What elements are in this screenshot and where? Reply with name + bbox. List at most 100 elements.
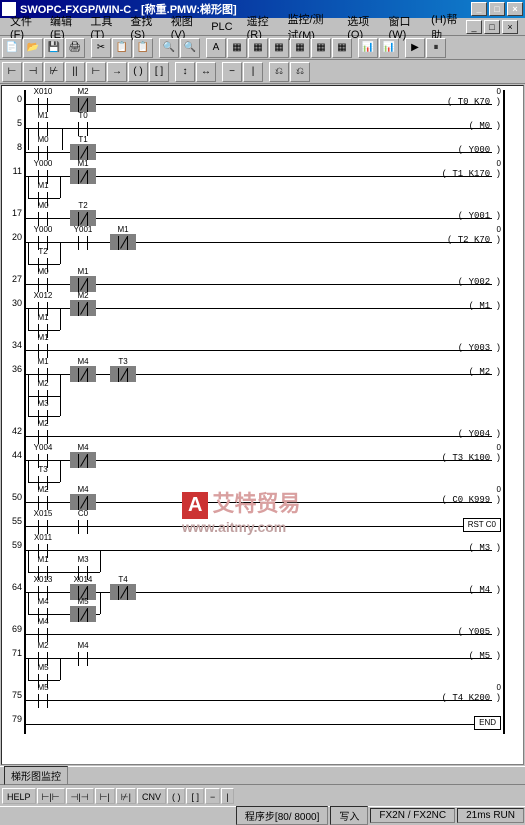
mdi-close-button[interactable]: ×	[502, 20, 518, 34]
toolbar-button[interactable]: 📄	[2, 38, 22, 58]
toolbar-button[interactable]: A	[206, 38, 226, 58]
toolbar-button[interactable]: 🔍	[180, 38, 200, 58]
minimize-button[interactable]: _	[471, 2, 487, 16]
output-coil[interactable]: ( Y003 )	[458, 342, 501, 353]
contact-nc[interactable]: T3	[110, 366, 136, 382]
contact-no[interactable]: M2	[30, 494, 56, 510]
output-coil[interactable]: ( M2 )	[469, 366, 501, 377]
output-coil[interactable]: 0( C0 K999 )	[442, 494, 501, 505]
toolbar-button[interactable]: ⊢	[2, 62, 22, 82]
contact-no[interactable]: T0	[70, 120, 96, 136]
contact-nc[interactable]: T1	[70, 144, 96, 160]
toolbar-button[interactable]: →	[107, 62, 127, 82]
output-coil[interactable]: ( M0 )	[469, 120, 501, 131]
toolbar-button[interactable]: ⊬	[44, 62, 64, 82]
output-coil[interactable]: 0( T1 K170 )	[442, 168, 501, 179]
instruction-box[interactable]: RST C0	[463, 518, 501, 532]
contact-no[interactable]: M0	[30, 144, 56, 160]
output-coil[interactable]: 0( T2 K70 )	[447, 234, 501, 245]
contact-no[interactable]: M1	[30, 120, 56, 136]
contact-no[interactable]: X015	[30, 518, 56, 534]
output-coil[interactable]: 0( T3 K100 )	[442, 452, 501, 463]
output-coil[interactable]: ( Y000 )	[458, 144, 501, 155]
contact-no[interactable]: M4	[30, 626, 56, 642]
toolbar-button[interactable]: 🔍	[159, 38, 179, 58]
toolbar-button[interactable]: ▦	[311, 38, 331, 58]
toolbar-button[interactable]: ▶	[405, 38, 425, 58]
mdi-max-button[interactable]: □	[484, 20, 500, 34]
contact-nc[interactable]: M4	[70, 452, 96, 468]
toolbar-button[interactable]: 📋	[112, 38, 132, 58]
contact-no[interactable]: M5	[30, 692, 56, 708]
output-coil[interactable]: 0( T4 K200 )	[442, 692, 501, 703]
output-coil[interactable]: ( Y005 )	[458, 626, 501, 637]
toolbar-button[interactable]: |	[243, 62, 263, 82]
toolbar-button[interactable]: ↕	[175, 62, 195, 82]
toolbar-button[interactable]: ▦	[332, 38, 352, 58]
contact-nc[interactable]: T4	[110, 584, 136, 600]
contact-nc[interactable]: M1	[70, 276, 96, 292]
output-coil[interactable]: ( M1 )	[469, 300, 501, 311]
toolbar-button[interactable]: ||	[65, 62, 85, 82]
toolbar-button[interactable]: 📂	[23, 38, 43, 58]
output-coil[interactable]: 0( T0 K70 )	[447, 96, 501, 107]
contact-nc[interactable]: M4	[70, 366, 96, 382]
toolbar-button[interactable]: ⎌	[269, 62, 289, 82]
contact-nc[interactable]: M1	[110, 234, 136, 250]
toolbar-button[interactable]: ▦	[248, 38, 268, 58]
toolbar-button[interactable]: ⎌	[290, 62, 310, 82]
ladder-rung[interactable]: 59X011M1M3( M3 )	[2, 536, 523, 578]
mdi-min-button[interactable]: _	[466, 20, 482, 34]
ladder-rung[interactable]: 79END	[2, 710, 523, 734]
close-button[interactable]: ×	[507, 2, 523, 16]
output-coil[interactable]: ( Y002 )	[458, 276, 501, 287]
contact-nc[interactable]: T2	[70, 210, 96, 226]
ladder-rung[interactable]: 75M50( T4 K200 )	[2, 686, 523, 710]
contact-no[interactable]: X010	[30, 96, 56, 112]
output-coil[interactable]: ( M3 )	[469, 542, 501, 553]
output-coil[interactable]: ( M5 )	[469, 650, 501, 661]
toolbar-button[interactable]: ( )	[128, 62, 148, 82]
ladder-rung[interactable]: 11Y000M1M10( T1 K170 )	[2, 162, 523, 204]
toolbar-button[interactable]: ⊣	[23, 62, 43, 82]
toolbar-button[interactable]: ↔	[196, 62, 216, 82]
contact-no[interactable]: M4	[70, 650, 96, 666]
menu-item[interactable]: PLC	[205, 20, 238, 34]
toolbar-button[interactable]: 📋	[133, 38, 153, 58]
ladder-rung[interactable]: 71M2M4M5( M5 )	[2, 644, 523, 686]
output-coil[interactable]: ( Y004 )	[458, 428, 501, 439]
output-coil[interactable]: ( M4 )	[469, 584, 501, 595]
toolbar-button[interactable]: ✂	[91, 38, 111, 58]
contact-no[interactable]: M2	[30, 428, 56, 444]
ladder-rung[interactable]: 30X012M2M1( M1 )	[2, 294, 523, 336]
contact-nc[interactable]: M1	[70, 168, 96, 184]
contact-nc[interactable]: M2	[70, 300, 96, 316]
contact-no[interactable]: M1	[30, 342, 56, 358]
instruction-box[interactable]: END	[474, 716, 501, 730]
toolbar-button[interactable]: 📊	[358, 38, 378, 58]
contact-no[interactable]: M0	[30, 276, 56, 292]
contact-no[interactable]: Y001	[70, 234, 96, 250]
toolbar-button[interactable]: 💾	[44, 38, 64, 58]
ladder-workspace[interactable]: 0X010M20( T0 K70 )5M1T0( M0 )8M0T1( Y000…	[1, 85, 524, 765]
contact-nc[interactable]: M2	[70, 96, 96, 112]
toolbar-button[interactable]: ⊢	[86, 62, 106, 82]
toolbar-button[interactable]: 🖨	[65, 38, 85, 58]
toolbar-button[interactable]: ▦	[290, 38, 310, 58]
toolbar-button[interactable]: −	[222, 62, 242, 82]
toolbar-button[interactable]: ▦	[269, 38, 289, 58]
maximize-button[interactable]: □	[489, 2, 505, 16]
output-coil[interactable]: ( Y001 )	[458, 210, 501, 221]
ladder-rung[interactable]: 36M1M4T3M2M3( M2 )	[2, 360, 523, 422]
toolbar-button[interactable]: [ ]	[149, 62, 169, 82]
contact-nc[interactable]: M4	[70, 494, 96, 510]
ladder-rung[interactable]: 64X013X014T4M4M5( M4 )	[2, 578, 523, 620]
ladder-rung[interactable]: 20Y000Y001M1T20( T2 K70 )	[2, 228, 523, 270]
contact-no[interactable]: C0	[70, 518, 96, 534]
toolbar-button[interactable]: ⏸	[426, 38, 446, 58]
monitor-tab[interactable]: 梯形图监控	[4, 766, 68, 785]
contact-no[interactable]: M0	[30, 210, 56, 226]
toolbar-button[interactable]: 📊	[379, 38, 399, 58]
ladder-rung[interactable]: 55X015C0RST C0	[2, 512, 523, 536]
toolbar-button[interactable]: ▦	[227, 38, 247, 58]
